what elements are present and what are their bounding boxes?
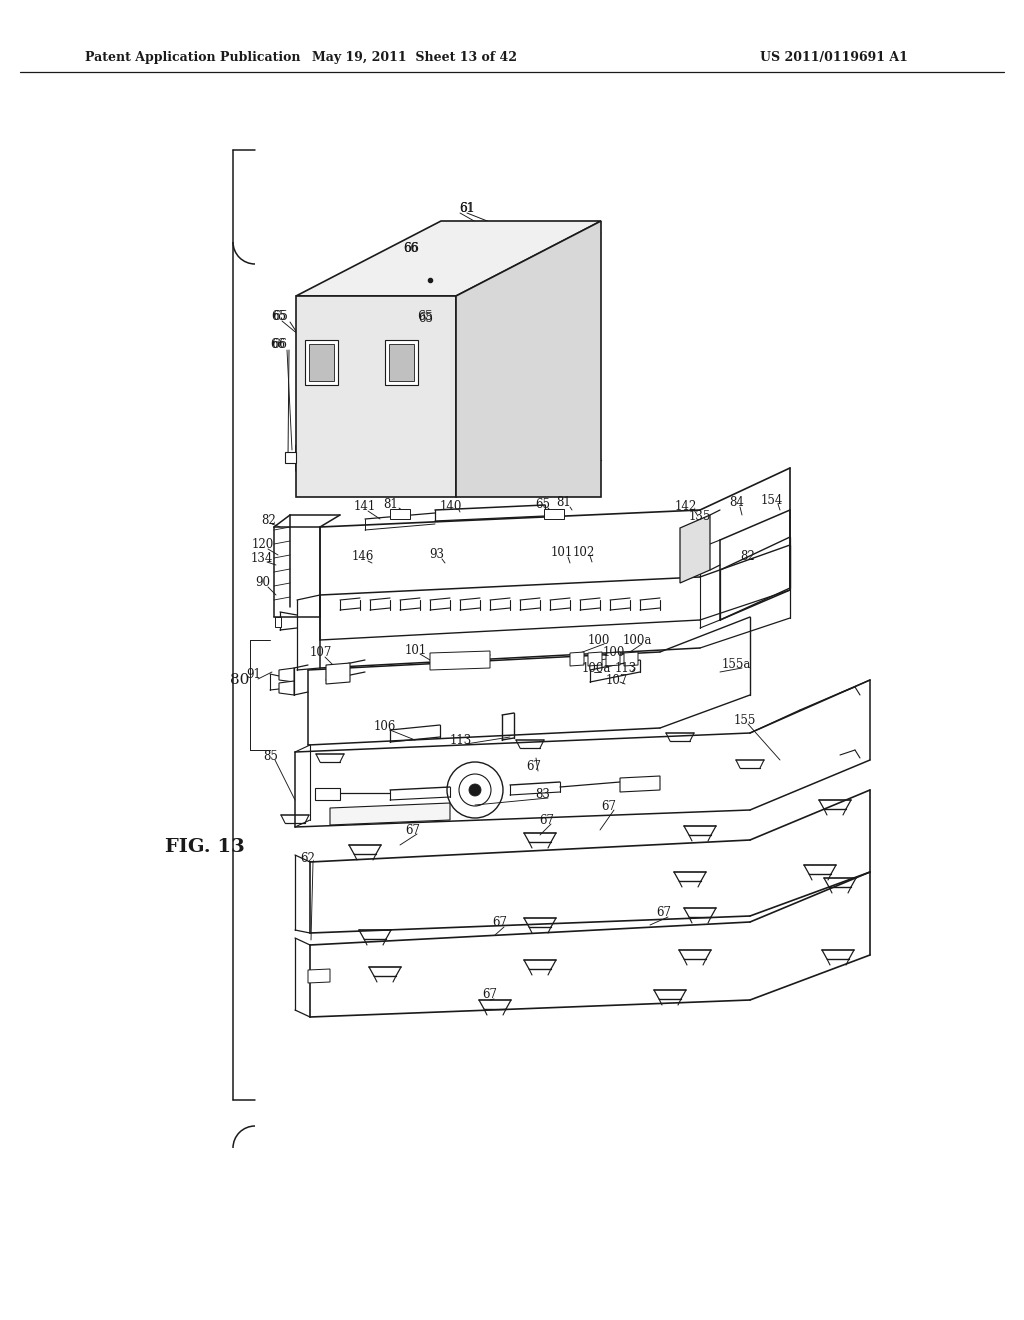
Text: 82: 82 — [261, 513, 276, 527]
Polygon shape — [390, 510, 410, 519]
Text: 120: 120 — [252, 539, 274, 552]
Text: 102: 102 — [572, 545, 595, 558]
Text: 135: 135 — [689, 510, 712, 523]
Text: 107: 107 — [310, 647, 332, 660]
Text: 93: 93 — [429, 549, 444, 561]
Text: 101: 101 — [551, 546, 573, 560]
Text: 134: 134 — [251, 552, 273, 565]
Text: 91: 91 — [247, 668, 261, 681]
Text: 62: 62 — [301, 851, 315, 865]
Text: 65: 65 — [272, 310, 288, 323]
Polygon shape — [456, 220, 601, 498]
Polygon shape — [588, 652, 602, 667]
Polygon shape — [308, 969, 330, 983]
Text: US 2011/0119691 A1: US 2011/0119691 A1 — [760, 50, 908, 63]
Polygon shape — [570, 652, 584, 667]
Polygon shape — [279, 681, 294, 696]
Text: 146: 146 — [352, 550, 374, 564]
Text: 80: 80 — [230, 673, 250, 686]
Polygon shape — [430, 651, 490, 671]
Text: 67: 67 — [526, 760, 542, 774]
Polygon shape — [296, 220, 601, 296]
Text: 113: 113 — [450, 734, 472, 747]
Polygon shape — [385, 341, 418, 385]
Text: 100: 100 — [603, 647, 626, 660]
Text: 155a: 155a — [721, 657, 751, 671]
Polygon shape — [624, 652, 638, 667]
Text: 66: 66 — [403, 242, 419, 255]
Polygon shape — [606, 652, 620, 667]
Text: 107: 107 — [606, 673, 628, 686]
Polygon shape — [620, 776, 660, 792]
Text: 67: 67 — [482, 989, 498, 1002]
Text: 65: 65 — [417, 310, 433, 323]
Text: 67: 67 — [540, 813, 555, 826]
Text: 67: 67 — [406, 824, 421, 837]
Text: Patent Application Publication: Patent Application Publication — [85, 50, 300, 63]
Text: 61: 61 — [459, 202, 475, 214]
Text: FIG. 13: FIG. 13 — [165, 838, 245, 855]
Polygon shape — [275, 616, 281, 627]
Polygon shape — [326, 663, 350, 684]
Text: 90: 90 — [256, 577, 270, 590]
Polygon shape — [680, 515, 710, 583]
Text: 141: 141 — [354, 500, 376, 513]
Text: 82: 82 — [740, 549, 756, 562]
Text: 66: 66 — [271, 338, 287, 351]
Text: 84: 84 — [729, 496, 744, 510]
Text: 81: 81 — [384, 498, 398, 511]
Text: May 19, 2011  Sheet 13 of 42: May 19, 2011 Sheet 13 of 42 — [312, 50, 517, 63]
Polygon shape — [330, 803, 450, 825]
Text: 100a: 100a — [582, 661, 610, 675]
Text: 66: 66 — [270, 338, 286, 351]
Text: 67: 67 — [656, 907, 672, 920]
Polygon shape — [315, 788, 340, 800]
Text: 65: 65 — [419, 312, 433, 325]
Polygon shape — [296, 296, 456, 498]
Text: 61: 61 — [460, 202, 474, 214]
Text: 67: 67 — [601, 800, 616, 813]
Polygon shape — [305, 341, 338, 385]
Text: 140: 140 — [440, 499, 462, 512]
Text: 83: 83 — [536, 788, 551, 800]
Text: 66: 66 — [403, 242, 419, 255]
Text: 85: 85 — [263, 750, 279, 763]
Text: 155: 155 — [734, 714, 756, 726]
Polygon shape — [279, 668, 294, 682]
Text: 106: 106 — [374, 719, 396, 733]
Polygon shape — [309, 345, 334, 381]
Text: 142: 142 — [675, 499, 697, 512]
Text: 113: 113 — [614, 661, 637, 675]
Text: 65: 65 — [271, 309, 287, 322]
Text: 67: 67 — [493, 916, 508, 929]
Circle shape — [469, 784, 481, 796]
Polygon shape — [285, 451, 296, 463]
Text: 101: 101 — [404, 644, 427, 656]
Polygon shape — [389, 345, 414, 381]
Text: 100a: 100a — [623, 634, 651, 647]
Text: 81: 81 — [557, 496, 571, 510]
Text: 154: 154 — [761, 494, 783, 507]
Text: 100: 100 — [588, 634, 610, 647]
Polygon shape — [544, 510, 564, 519]
Text: 65: 65 — [536, 498, 551, 511]
